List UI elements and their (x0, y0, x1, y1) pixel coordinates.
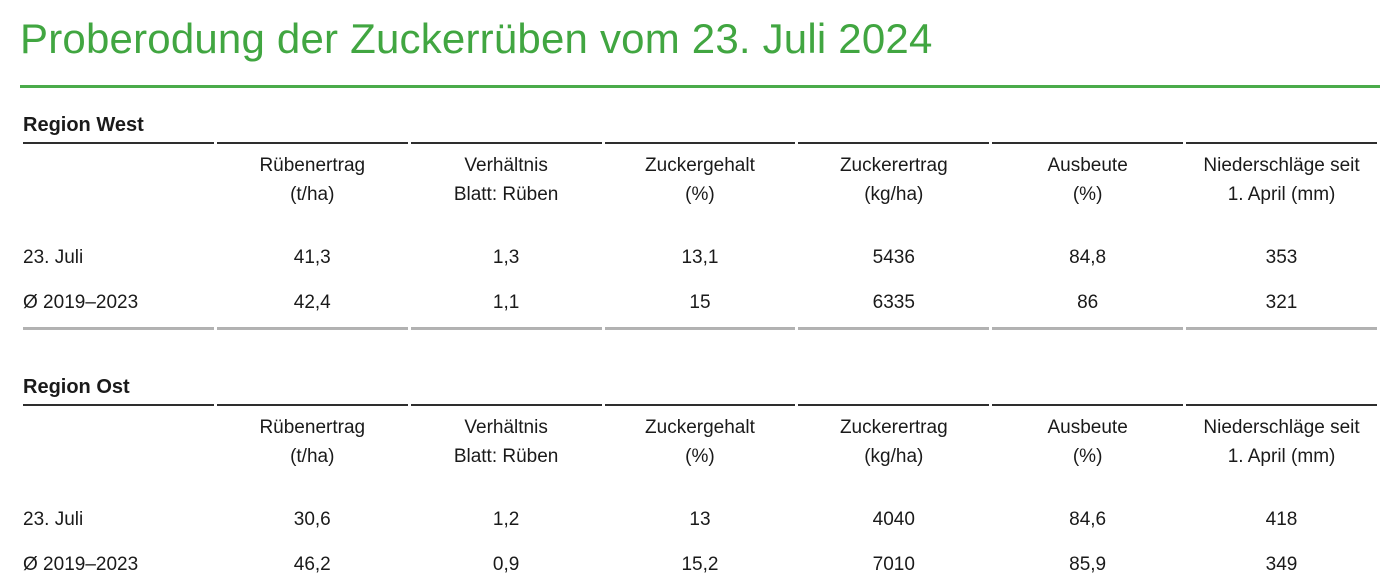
column-header-line2: (kg/ha) (864, 184, 924, 205)
table-row: Ø 2019–2023 42,4 1,1 15 6335 86 321 (23, 280, 1377, 330)
column-header: Niederschläge seit 1. April (mm) (1186, 144, 1377, 235)
cell-zuckergehalt: 13 (689, 508, 711, 530)
cell-ruebenertrag: 46,2 (216, 542, 408, 581)
cell-zuckerertrag: 5436 (872, 246, 915, 268)
column-header-line1: Ausbeute (1047, 155, 1128, 176)
cell-ruebenertrag: 41,3 (293, 246, 331, 268)
region-title: Region Ost (23, 376, 214, 406)
column-header-row: Rübenertrag (t/ha) Verhältnis Blatt: Rüben… (23, 144, 1377, 235)
region-header-row: Region West (23, 114, 1377, 144)
row-label: Ø 2019–2023 (23, 280, 214, 330)
column-header: Verhältnis Blatt: Rüben (411, 406, 602, 497)
column-header-empty (23, 144, 214, 235)
column-header-line2: (%) (1072, 184, 1103, 205)
region-west-table: Region West Rübenertrag (t/ha) Verhältnis… (20, 114, 1380, 330)
title-divider (20, 85, 1380, 88)
region-title: Region West (23, 114, 214, 144)
column-header-line1: Ausbeute (1047, 417, 1128, 438)
cell-zuckerertrag: 6335 (798, 280, 990, 330)
region-header-spacer-cell (216, 114, 408, 144)
region-ost-table: Region Ost Rübenertrag (t/ha) Verhältnis B… (20, 376, 1380, 581)
cell-ausbeute: 85,9 (992, 542, 1184, 581)
region-header-spacer-cell (992, 114, 1184, 144)
cell-ruebenertrag: 30,6 (293, 508, 331, 530)
row-label: Ø 2019–2023 (23, 542, 214, 581)
column-header-line1: Verhältnis (464, 155, 548, 176)
column-header-line2: Blatt: Rüben (453, 184, 559, 205)
column-header: Zuckergehalt (%) (605, 144, 796, 235)
table-row: 23. Juli 41,3 1,3 13,1 5436 84,8 353 (23, 235, 1377, 280)
region-header-spacer-cell (604, 114, 796, 144)
column-header-line1: Rübenertrag (259, 417, 366, 438)
table-row: 23. Juli 30,6 1,2 13 4040 84,6 418 (23, 497, 1377, 542)
row-label: 23. Juli (23, 246, 84, 268)
cell-zuckergehalt: 15 (604, 280, 796, 330)
table-row: Ø 2019–2023 46,2 0,9 15,2 7010 85,9 349 (23, 542, 1377, 581)
cell-verhaeltnis: 1,1 (410, 280, 602, 330)
cell-zuckergehalt: 13,1 (681, 246, 719, 268)
column-header: Zuckerertrag (kg/ha) (798, 406, 989, 497)
region-header-spacer-cell (798, 376, 990, 406)
cell-niederschlaege: 418 (1265, 508, 1298, 530)
column-header-line1: Rübenertrag (259, 155, 366, 176)
region-header-spacer-cell (410, 114, 602, 144)
column-header-line2: (t/ha) (290, 446, 335, 467)
column-header-line1: Zuckergehalt (645, 417, 755, 438)
column-header-line2: (kg/ha) (864, 446, 924, 467)
cell-verhaeltnis: 1,3 (492, 246, 520, 268)
column-header-line2: (%) (685, 184, 715, 205)
column-header-line2: (%) (685, 446, 715, 467)
column-header: Ausbeute (%) (992, 144, 1183, 235)
column-header-line1: Niederschläge seit (1203, 155, 1360, 176)
cell-zuckergehalt: 15,2 (604, 542, 796, 581)
region-header-spacer-cell (604, 376, 796, 406)
region-header-spacer-cell (992, 376, 1184, 406)
region-header-spacer-cell (216, 376, 408, 406)
column-header-row: Rübenertrag (t/ha) Verhältnis Blatt: Rüben… (23, 406, 1377, 497)
column-header-empty (23, 406, 214, 497)
column-header: Rübenertrag (t/ha) (217, 144, 408, 235)
column-header: Niederschläge seit 1. April (mm) (1186, 406, 1377, 497)
region-header-spacer-cell (410, 376, 602, 406)
column-header-line2: (t/ha) (290, 184, 335, 205)
cell-ausbeute: 86 (992, 280, 1184, 330)
cell-niederschlaege: 321 (1186, 280, 1377, 330)
cell-ausbeute: 84,6 (1069, 508, 1107, 530)
cell-ausbeute: 84,8 (1069, 246, 1107, 268)
column-header: Zuckergehalt (%) (605, 406, 796, 497)
column-header: Rübenertrag (t/ha) (217, 406, 408, 497)
column-header-line2: Blatt: Rüben (453, 446, 559, 467)
column-header-line1: Zuckergehalt (645, 155, 755, 176)
cell-verhaeltnis: 1,2 (492, 508, 520, 530)
region-header-spacer-cell (1186, 376, 1377, 406)
column-header-line1: Verhältnis (464, 417, 548, 438)
cell-verhaeltnis: 0,9 (410, 542, 602, 581)
column-header: Zuckerertrag (kg/ha) (798, 144, 989, 235)
cell-ruebenertrag: 42,4 (216, 280, 408, 330)
column-header-line1: Zuckerertrag (839, 155, 948, 176)
column-header: Ausbeute (%) (992, 406, 1183, 497)
region-header-row: Region Ost (23, 376, 1377, 406)
column-header-line1: Zuckerertrag (839, 417, 948, 438)
cell-niederschlaege: 353 (1265, 246, 1298, 268)
column-header-line2: 1. April (mm) (1227, 184, 1336, 205)
cell-niederschlaege: 349 (1186, 542, 1377, 581)
page-title: Proberodung der Zuckerrüben vom 23. Juli… (20, 15, 933, 62)
column-header: Verhältnis Blatt: Rüben (411, 144, 602, 235)
column-header-line1: Niederschläge seit (1203, 417, 1360, 438)
cell-zuckerertrag: 7010 (798, 542, 990, 581)
region-header-spacer-cell (1186, 114, 1377, 144)
column-header-line2: (%) (1072, 446, 1103, 467)
column-header-line2: 1. April (mm) (1227, 446, 1336, 467)
row-label: 23. Juli (23, 508, 84, 530)
cell-zuckerertrag: 4040 (872, 508, 915, 530)
region-header-spacer-cell (798, 114, 990, 144)
